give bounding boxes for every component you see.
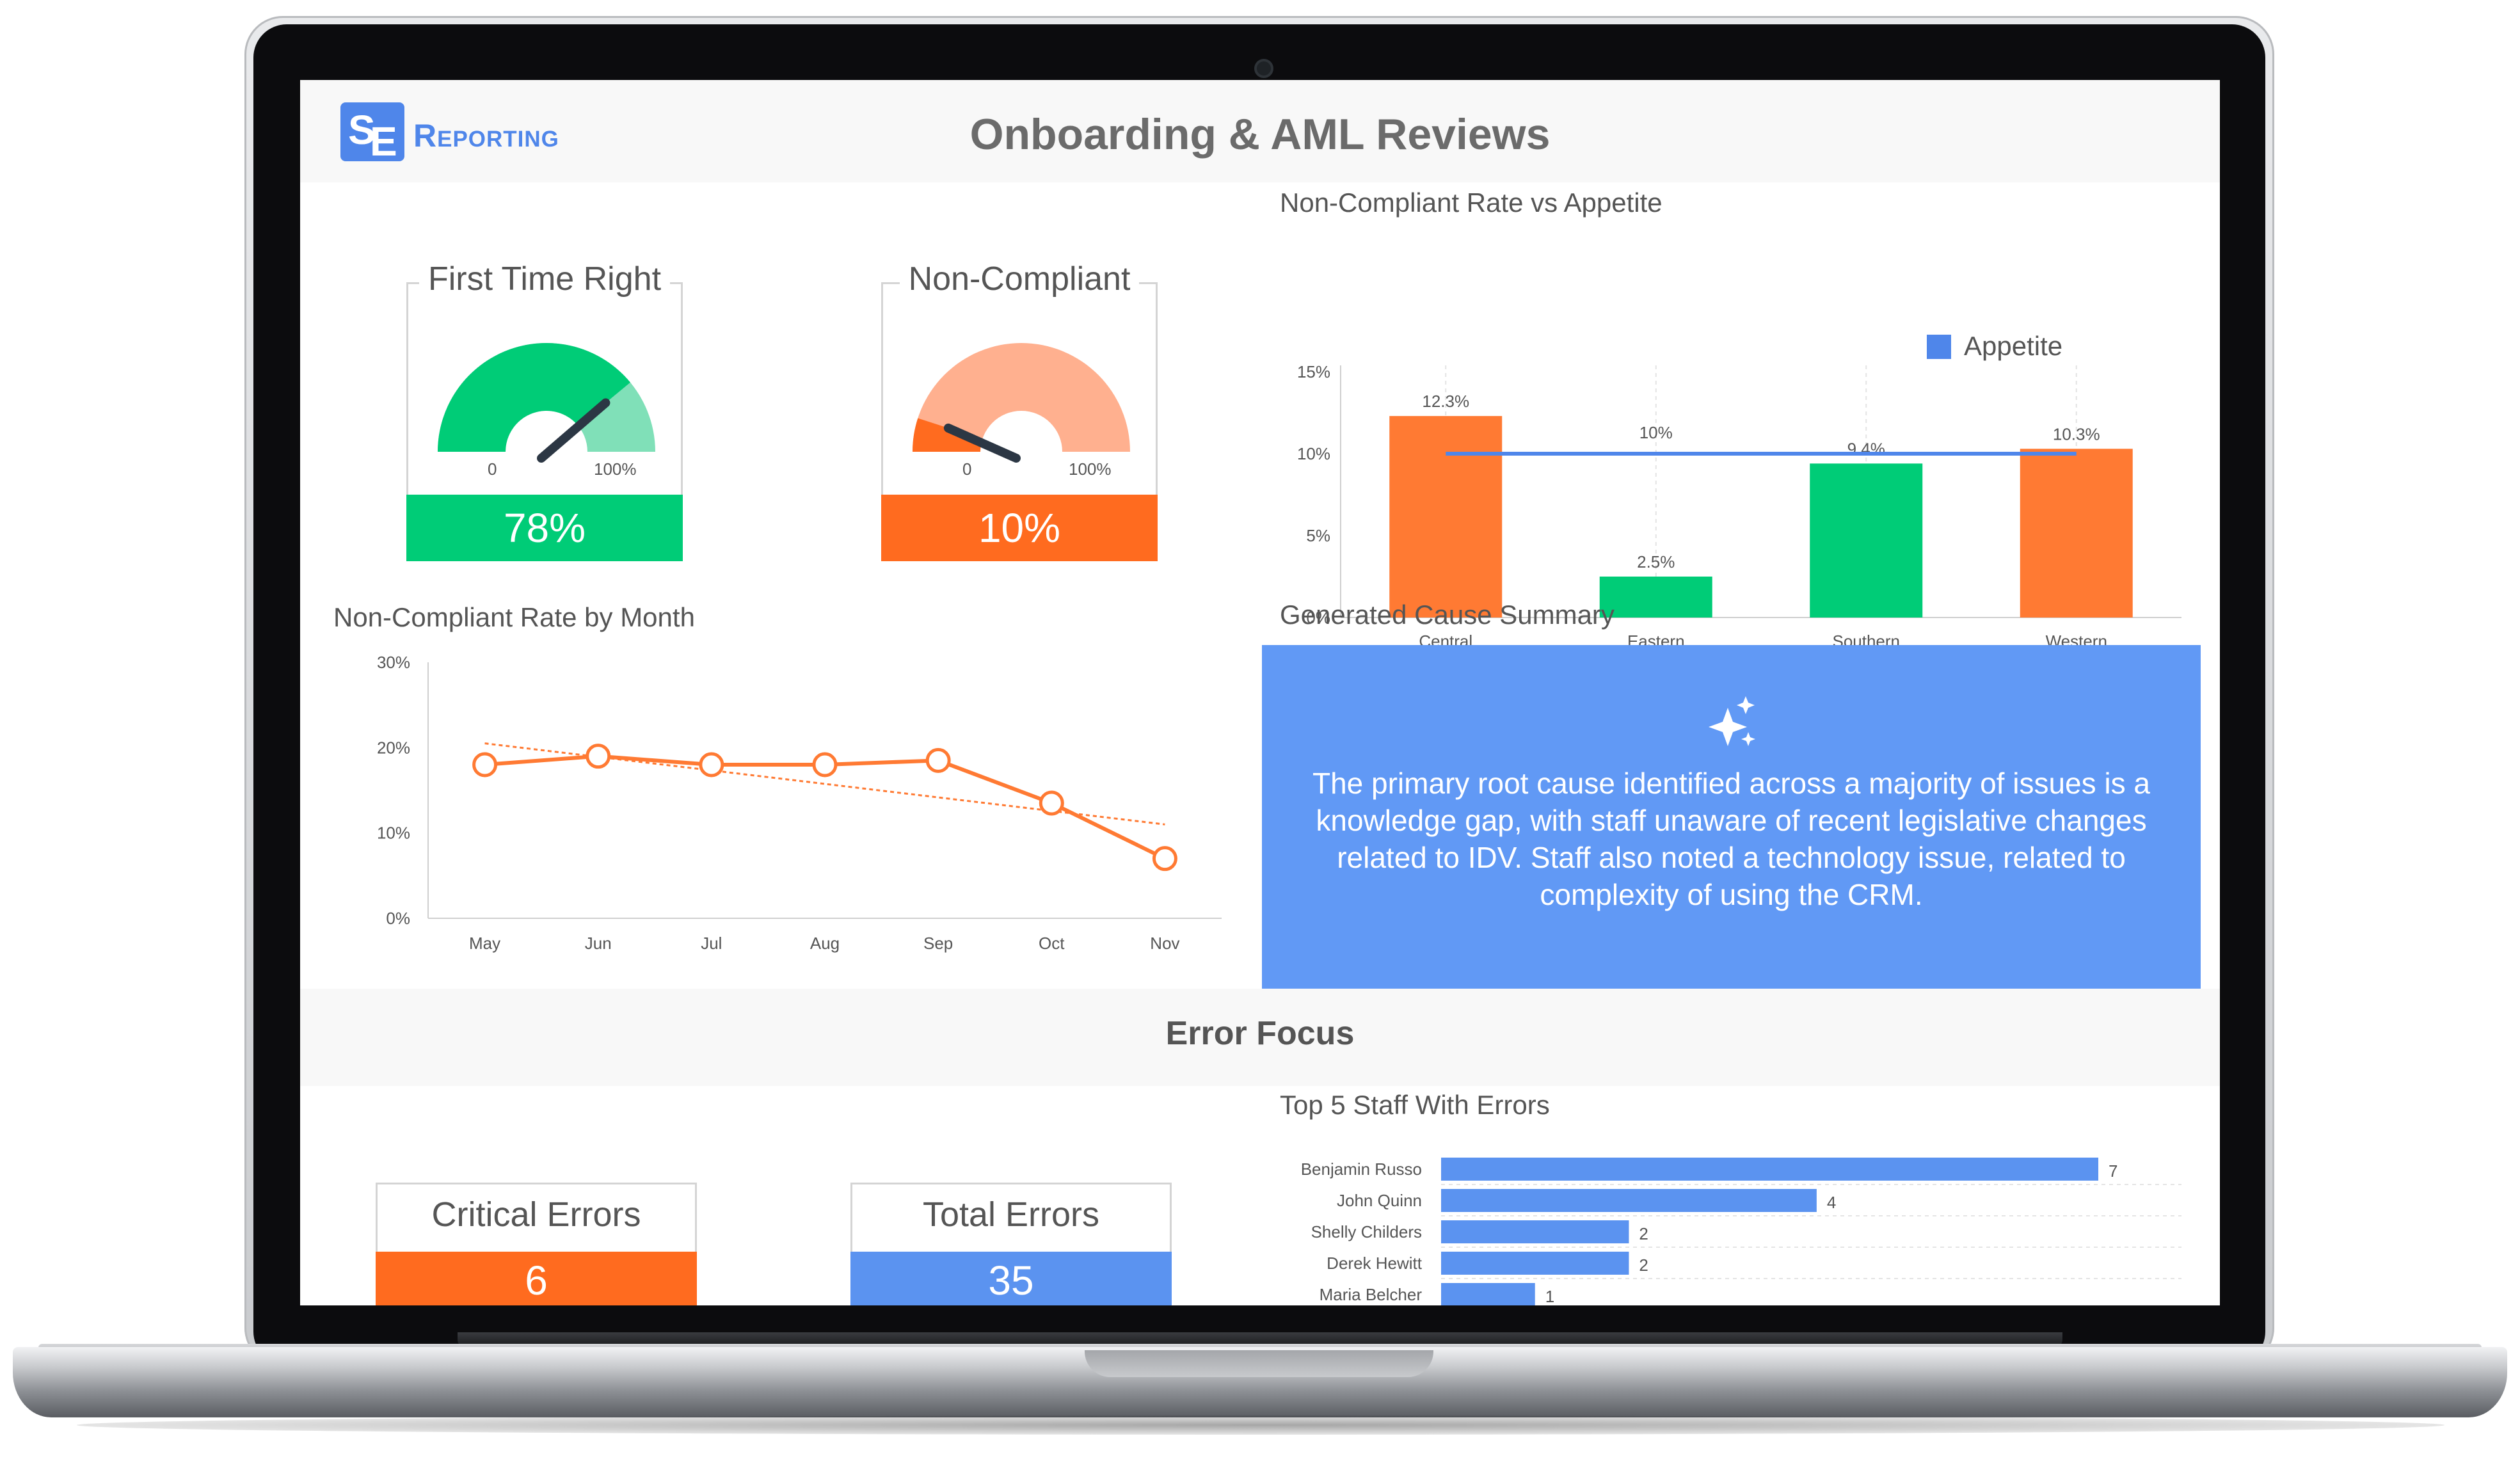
gauge-max-label: 100%: [1069, 459, 1112, 479]
x-tick-label: Aug: [810, 934, 840, 953]
staff-bar-value: 2: [1639, 1256, 1648, 1275]
staff-bar: [1441, 1189, 1817, 1212]
first-time-right-gauge: [438, 343, 655, 463]
data-point-jun: [586, 744, 611, 769]
error-focus-band: [300, 989, 2220, 1086]
sparkle-icon: [1709, 696, 1755, 746]
header-band: [300, 80, 2220, 182]
staff-name-label: Derek Hewitt: [1327, 1254, 1423, 1273]
gauge-value-arc: [438, 343, 630, 452]
logo-text: Reporting: [413, 118, 559, 154]
total-errors-card: Total Errors 35: [850, 1183, 1172, 1305]
x-tick-label: Jun: [585, 934, 612, 953]
staff-bar-value: 4: [1827, 1193, 1836, 1212]
bar-western: [2020, 449, 2133, 618]
data-point-nov: [1152, 846, 1177, 872]
y-tick-label: 20%: [377, 738, 410, 757]
bar-value-label: 2.5%: [1637, 552, 1675, 571]
x-tick-label: Sep: [923, 934, 953, 953]
staff-bar: [1441, 1220, 1629, 1243]
laptop-hinge: [458, 1332, 2062, 1346]
staff-bar-value: 7: [2109, 1161, 2117, 1181]
y-tick-label: 0%: [1306, 608, 1330, 627]
laptop-shadow: [77, 1415, 2444, 1435]
bar-eastern: [1599, 577, 1712, 618]
x-tick-label: Nov: [1150, 934, 1179, 953]
y-tick-label: 30%: [377, 653, 410, 672]
data-point-may: [472, 752, 498, 777]
cause-summary-title: Generated Cause Summary: [1280, 600, 1615, 630]
critical-errors-value: 6: [376, 1252, 697, 1305]
critical-errors-title: Critical Errors: [431, 1195, 641, 1234]
gauge-value-arc: [913, 418, 983, 452]
y-tick-label: 10%: [377, 824, 410, 843]
staff-name-label: Maria Belcher: [1320, 1285, 1423, 1304]
legend-label: Appetite: [1964, 331, 2062, 361]
total-errors-value: 35: [850, 1252, 1172, 1305]
cause-summary-box: The primary root cause identified across…: [1262, 645, 2201, 991]
appetite-line-label: 10%: [1639, 423, 1673, 442]
monthly-chart: 0% 10% 20% 30% May Jun Jul Aug Sep Oct Nov: [377, 653, 1222, 953]
gauge-min-label: 0: [488, 459, 497, 479]
staff-name-label: Shelly Childers: [1311, 1222, 1422, 1241]
first-time-right-value: 78%: [406, 495, 683, 561]
data-point-aug: [812, 752, 838, 777]
staff-bar: [1441, 1283, 1535, 1305]
gauge-needle: [943, 423, 1021, 463]
laptop-notch: [1085, 1350, 1433, 1377]
y-tick-label: 5%: [1306, 526, 1330, 545]
y-tick-label: 15%: [1297, 362, 1330, 381]
gauge-needle: [537, 398, 610, 463]
gauge-background-arc: [913, 343, 1130, 452]
appetite-chart: Appetite 0%5%10%15%12.3%Central2.5%Easte…: [1297, 331, 2181, 651]
logo-icon: S E: [340, 102, 404, 164]
staff-chart: Benjamin Russo 7 John Quinn 4 Shelly Childer…: [1301, 1158, 2181, 1305]
error-focus-title: Error Focus: [1165, 1015, 1355, 1052]
bar-central: [1389, 416, 1503, 618]
staff-chart-title: Top 5 Staff With Errors: [1280, 1090, 1550, 1120]
staff-bar-value: 1: [1545, 1287, 1554, 1305]
data-point-jul: [699, 752, 724, 777]
first-time-right-title: First Time Right: [419, 260, 671, 298]
gauge-min-label: 0: [962, 459, 972, 479]
x-tick-label: Oct: [1039, 934, 1065, 953]
bar-value-label: 12.3%: [1422, 392, 1469, 411]
dashboard-screen: S E Reporting Onboarding & AML Reviews F…: [300, 80, 2220, 1305]
staff-bar: [1441, 1252, 1629, 1275]
x-tick-label: Jul: [701, 934, 722, 953]
staff-name-label: Benjamin Russo: [1301, 1160, 1422, 1179]
logo-letter-s: S: [348, 107, 376, 153]
page-title: Onboarding & AML Reviews: [969, 110, 1551, 159]
first-time-right-card: First Time Right 0 100% 78%: [406, 260, 683, 561]
data-point-sep: [925, 747, 951, 773]
staff-bar-value: 2: [1639, 1224, 1648, 1243]
y-tick-label: 10%: [1297, 444, 1330, 463]
critical-errors-card: Critical Errors 6: [376, 1183, 697, 1305]
camera-icon: [1254, 59, 1273, 78]
bar-value-label: 10.3%: [2053, 424, 2100, 443]
staff-bar: [1441, 1158, 2098, 1181]
staff-name-label: John Quinn: [1337, 1191, 1422, 1210]
non-compliant-value: 10%: [881, 495, 1158, 561]
gauge-max-label: 100%: [594, 459, 637, 479]
non-compliant-title: Non-Compliant: [899, 260, 1140, 298]
total-errors-title: Total Errors: [922, 1195, 1100, 1234]
bar-southern: [1810, 463, 1923, 618]
monthly-chart-title: Non-Compliant Rate by Month: [333, 602, 695, 632]
y-tick-label: 0%: [386, 909, 410, 928]
data-point-oct: [1039, 790, 1064, 816]
cause-summary-text: The primary root cause identified across…: [1312, 767, 2150, 911]
logo-letter-e: E: [370, 118, 397, 164]
non-compliant-card: Non-Compliant 0 100% 10%: [881, 260, 1158, 561]
non-compliant-gauge: [913, 343, 1130, 463]
appetite-chart-title: Non-Compliant Rate vs Appetite: [1280, 187, 1663, 218]
x-tick-label: May: [469, 934, 500, 953]
legend-swatch: [1927, 335, 1951, 359]
